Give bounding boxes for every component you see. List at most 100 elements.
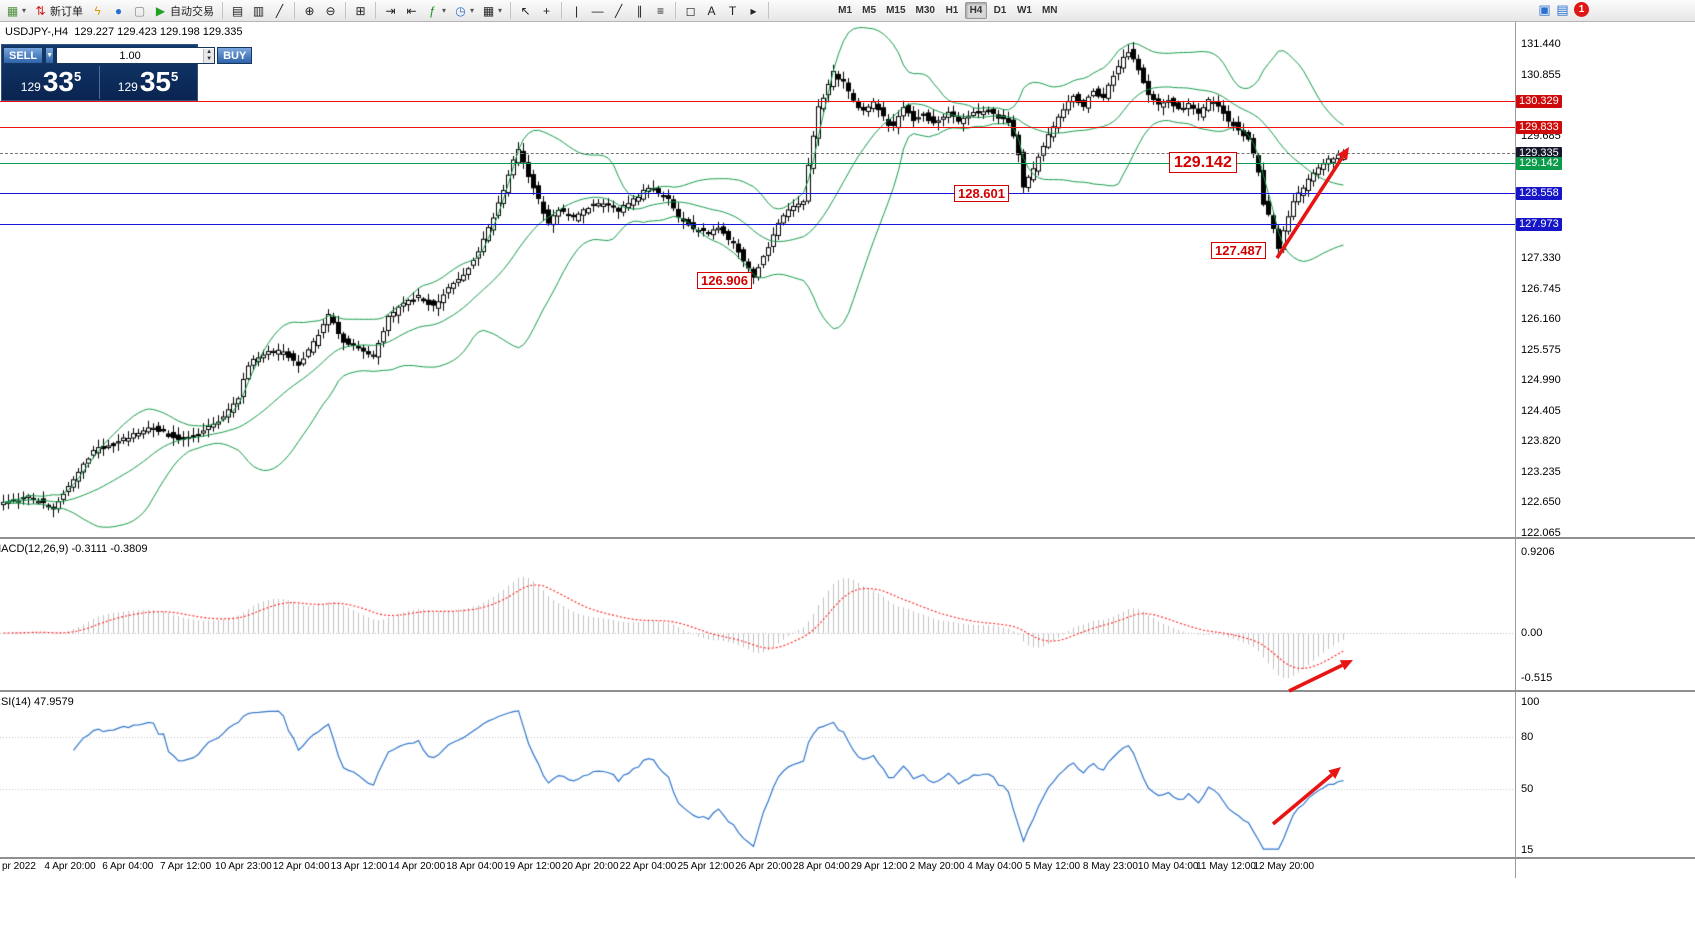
candlestick-icon: ▥: [252, 3, 265, 18]
shapes-button[interactable]: ◻: [680, 1, 701, 20]
templates-button[interactable]: ▦ ▾: [478, 1, 506, 20]
rsi-value: 47.9579: [33, 696, 74, 708]
time-label: 12 May 20:00: [1253, 861, 1315, 872]
bar-chart-button[interactable]: ▤: [227, 1, 248, 20]
auto-trading-button[interactable]: ▶ 自动交易: [150, 1, 218, 20]
toolbar-separator: [561, 2, 563, 19]
macd-values: -0.3111 -0.3809: [71, 543, 148, 555]
candlestick-chart-button[interactable]: ▥: [248, 1, 269, 20]
ohlc-values: 129.227 129.423 129.198 129.335: [74, 26, 243, 38]
tile-windows-icon: ⊞: [355, 3, 366, 18]
price-tick: 124.405: [1521, 404, 1561, 417]
timeframe-button-m30[interactable]: M30: [915, 5, 935, 16]
timeframe-button-m15[interactable]: M15: [886, 5, 906, 16]
channel-button[interactable]: ∥: [629, 1, 650, 20]
indicators-button[interactable]: ƒ ▾: [422, 1, 450, 20]
price-badge-129.833: 129.833: [1516, 120, 1562, 134]
price-hline-129.142[interactable]: [0, 162, 1515, 164]
toolbar-separator: [768, 2, 770, 19]
rsi-axis-label: 80: [1521, 730, 1534, 743]
timeframe-button-m1[interactable]: M1: [838, 5, 853, 16]
timeframe-button-m5[interactable]: M5: [862, 5, 877, 16]
buy-button[interactable]: BUY: [217, 47, 253, 64]
tile-windows-button[interactable]: ⊞: [350, 1, 371, 20]
new-order-icon: ⇅: [35, 3, 46, 18]
market-watch-button[interactable]: ●: [108, 1, 129, 20]
price-badge-127.973: 127.973: [1516, 217, 1562, 231]
template-icon: ▦: [482, 3, 495, 18]
price-hline-128.558[interactable]: [0, 193, 1515, 195]
timeframe-button-d1[interactable]: D1: [993, 5, 1007, 16]
zoom-out-button[interactable]: ⊖: [320, 1, 341, 20]
toolbar-separator: [375, 2, 377, 19]
auto-scroll-button[interactable]: ⇥: [380, 1, 401, 20]
price-label-annotation[interactable]: 129.142: [1169, 152, 1237, 173]
price-badge-129.335: 129.335: [1516, 146, 1562, 160]
price-badge-130.329: 130.329: [1516, 94, 1562, 108]
rsi-panel-splitter[interactable]: [0, 690, 1695, 692]
vertical-line-button[interactable]: |: [566, 1, 587, 20]
chart-window-icon[interactable]: ▣: [1538, 2, 1551, 17]
cursor-button[interactable]: ↖: [515, 1, 536, 20]
price-hline-127.973[interactable]: [0, 223, 1515, 225]
bar-chart-icon: ▤: [231, 3, 244, 18]
sell-price-quote[interactable]: 129 33 5: [3, 66, 100, 99]
horizontal-line-icon: —: [591, 3, 604, 18]
time-label: 12 Apr 04:00: [272, 861, 330, 872]
sell-price-big: 33: [42, 66, 74, 97]
fibonacci-button[interactable]: ≡: [650, 1, 671, 20]
time-label: 4 May 04:00: [967, 861, 1023, 872]
price-tick: 123.820: [1521, 435, 1561, 448]
symbol-name: USDJPY-,H4: [5, 26, 69, 38]
macd-panel-splitter[interactable]: [0, 537, 1695, 539]
lightning-icon: ϟ: [94, 3, 101, 18]
time-label: 25 Apr 12:00: [677, 861, 735, 872]
horizontal-line-button[interactable]: —: [587, 1, 608, 20]
price-label-annotation[interactable]: 127.487: [1211, 242, 1266, 259]
volume-dropdown-button[interactable]: ▼: [45, 47, 55, 64]
new-chart-button[interactable]: ▦ ▾: [2, 1, 30, 20]
auto-scroll-icon: ⇥: [385, 3, 396, 18]
toolbar-separator: [675, 2, 677, 19]
volume-decrease-button[interactable]: ▼: [204, 55, 215, 63]
buy-price-quote[interactable]: 129 35 5: [100, 66, 196, 99]
time-label: 8 May 23:00: [1082, 861, 1138, 872]
price-axis-divider: [1515, 22, 1516, 878]
time-label: 29 Apr 12:00: [850, 861, 908, 872]
fibonacci-icon: ≡: [657, 3, 665, 18]
volume-input[interactable]: [57, 49, 204, 62]
trendline-button[interactable]: ╱: [608, 1, 629, 20]
price-tick: 131.440: [1521, 38, 1561, 50]
price-tick: 125.575: [1521, 343, 1561, 356]
arrow-tool-button[interactable]: ▸: [743, 1, 764, 20]
line-chart-button[interactable]: ╱: [269, 1, 290, 20]
periods-button[interactable]: ◷ ▾: [450, 1, 478, 20]
price-hline-129.833[interactable]: [0, 126, 1515, 128]
new-order-button[interactable]: ⇅ 新订单: [30, 1, 87, 20]
line-chart-icon: ╱: [275, 3, 284, 18]
timeframe-button-h4[interactable]: H4: [964, 2, 987, 19]
price-label-annotation[interactable]: 128.601: [954, 185, 1009, 202]
volume-increase-button[interactable]: ▲: [204, 48, 215, 56]
timeframe-button-mn[interactable]: MN: [1041, 5, 1058, 16]
price-hline-129.335[interactable]: [0, 152, 1515, 154]
auto-trading-label: 自动交易: [170, 5, 215, 18]
price-hline-130.329[interactable]: [0, 100, 1515, 102]
chart-shift-button[interactable]: ⇤: [401, 1, 422, 20]
timeframe-button-h1[interactable]: H1: [945, 5, 959, 16]
crosshair-button[interactable]: +: [536, 1, 557, 20]
zoom-in-button[interactable]: ⊕: [299, 1, 320, 20]
strategy-tester-button[interactable]: ϟ: [87, 1, 108, 20]
main-toolbar: ▦ ▾ ⇅ 新订单 ϟ ● ▢ ▶ 自动交易 ▤ ▥ ╱ ⊕ ⊖ ⊞ ⇥ ⇤ ƒ ▾ ◷…: [0, 0, 1695, 22]
terminal-button[interactable]: ▢: [129, 1, 150, 20]
time-label: 20 Apr 20:00: [561, 861, 619, 872]
notification-badge[interactable]: 1: [1574, 2, 1589, 17]
price-label-annotation[interactable]: 126.906: [697, 272, 752, 289]
sell-button[interactable]: SELL: [3, 47, 44, 64]
price-tick: 126.745: [1521, 282, 1561, 295]
timeframe-button-w1[interactable]: W1: [1016, 5, 1032, 16]
text-label-button[interactable]: T: [722, 1, 743, 20]
layout-icon[interactable]: ▤: [1556, 2, 1569, 17]
text-button[interactable]: A: [701, 1, 722, 20]
